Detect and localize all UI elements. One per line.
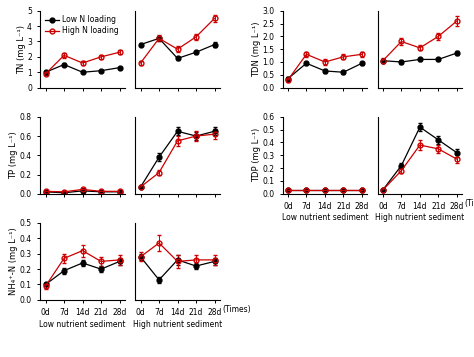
Y-axis label: TDP (mg L⁻¹): TDP (mg L⁻¹) xyxy=(252,128,261,182)
Text: High nutrient sediment: High nutrient sediment xyxy=(133,320,222,328)
Text: High nutrient sediment: High nutrient sediment xyxy=(375,213,465,222)
Y-axis label: TDN (mg L⁻¹): TDN (mg L⁻¹) xyxy=(252,21,261,77)
Text: (Times): (Times) xyxy=(465,199,474,208)
Text: Low nutrient sediment: Low nutrient sediment xyxy=(282,213,368,222)
Y-axis label: TN (mg L⁻¹): TN (mg L⁻¹) xyxy=(17,25,26,74)
Y-axis label: NH₄⁺-N (mg L⁻¹): NH₄⁺-N (mg L⁻¹) xyxy=(9,227,18,295)
Legend: Low N loading, High N loading: Low N loading, High N loading xyxy=(44,15,119,36)
Text: Low nutrient sediment: Low nutrient sediment xyxy=(39,320,126,328)
Text: (Times): (Times) xyxy=(222,305,251,315)
Y-axis label: TP (mg L⁻¹): TP (mg L⁻¹) xyxy=(9,131,18,179)
